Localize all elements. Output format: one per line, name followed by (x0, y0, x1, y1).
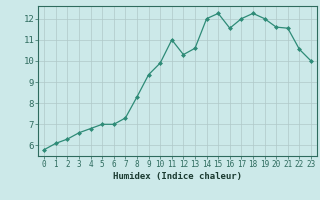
X-axis label: Humidex (Indice chaleur): Humidex (Indice chaleur) (113, 172, 242, 181)
